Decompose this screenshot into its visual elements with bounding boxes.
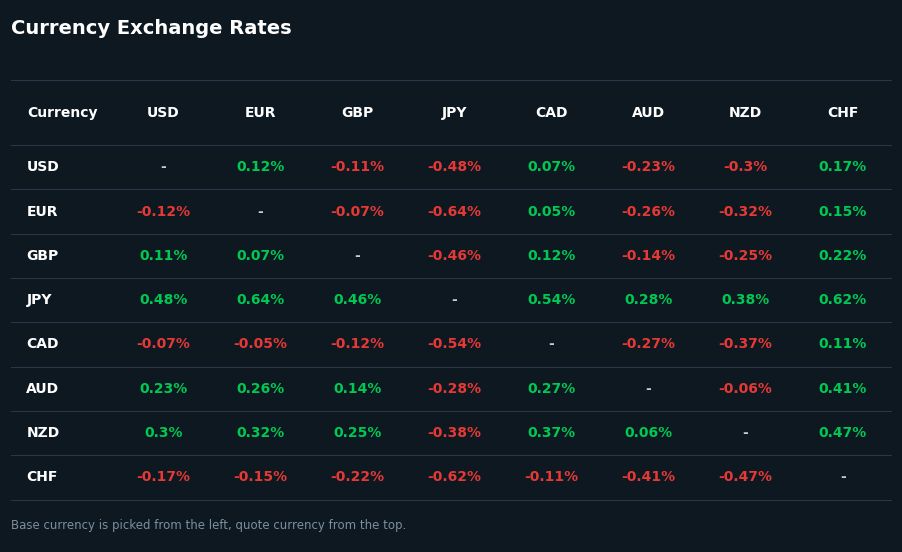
Text: 0.11%: 0.11% [139, 249, 188, 263]
Text: GBP: GBP [341, 105, 373, 120]
Text: 0.41%: 0.41% [818, 382, 867, 396]
Text: 0.48%: 0.48% [139, 293, 188, 307]
Text: -: - [452, 293, 457, 307]
Text: -0.17%: -0.17% [136, 470, 190, 485]
Text: -0.46%: -0.46% [428, 249, 482, 263]
Text: -0.25%: -0.25% [719, 249, 773, 263]
Text: JPY: JPY [442, 105, 467, 120]
Text: -0.06%: -0.06% [719, 382, 772, 396]
Text: -0.64%: -0.64% [428, 205, 482, 219]
Text: -0.12%: -0.12% [136, 205, 190, 219]
Text: 0.64%: 0.64% [236, 293, 284, 307]
Text: -0.23%: -0.23% [621, 160, 676, 174]
Text: -0.26%: -0.26% [621, 205, 676, 219]
Text: 0.3%: 0.3% [144, 426, 182, 440]
Text: CAD: CAD [535, 105, 567, 120]
Text: -: - [257, 205, 263, 219]
Text: Base currency is picked from the left, quote currency from the top.: Base currency is picked from the left, q… [11, 519, 406, 532]
Text: EUR: EUR [26, 205, 58, 219]
Text: -: - [161, 160, 166, 174]
Text: -0.14%: -0.14% [621, 249, 676, 263]
Text: 0.28%: 0.28% [624, 293, 673, 307]
Text: 0.12%: 0.12% [236, 160, 284, 174]
Text: 0.11%: 0.11% [818, 337, 867, 352]
Text: AUD: AUD [632, 105, 665, 120]
Text: 0.22%: 0.22% [818, 249, 867, 263]
Text: -: - [742, 426, 749, 440]
Text: 0.15%: 0.15% [818, 205, 867, 219]
Text: -0.28%: -0.28% [428, 382, 482, 396]
Text: -0.07%: -0.07% [136, 337, 190, 352]
Text: 0.07%: 0.07% [236, 249, 284, 263]
Text: -0.3%: -0.3% [723, 160, 768, 174]
Text: -: - [840, 470, 845, 485]
Text: USD: USD [26, 160, 60, 174]
Text: -0.62%: -0.62% [428, 470, 482, 485]
Text: 0.27%: 0.27% [528, 382, 575, 396]
Text: -0.05%: -0.05% [234, 337, 288, 352]
Text: -0.38%: -0.38% [428, 426, 482, 440]
Text: -0.48%: -0.48% [428, 160, 482, 174]
Text: 0.06%: 0.06% [624, 426, 673, 440]
Text: USD: USD [147, 105, 179, 120]
Text: CHF: CHF [827, 105, 859, 120]
Text: -0.11%: -0.11% [330, 160, 384, 174]
Text: CHF: CHF [26, 470, 58, 485]
Text: 0.25%: 0.25% [333, 426, 382, 440]
Text: NZD: NZD [729, 105, 762, 120]
Text: -0.32%: -0.32% [719, 205, 773, 219]
Text: Currency: Currency [28, 105, 98, 120]
Text: -0.37%: -0.37% [719, 337, 772, 352]
Text: -0.41%: -0.41% [621, 470, 676, 485]
Text: -0.47%: -0.47% [719, 470, 773, 485]
Text: 0.38%: 0.38% [722, 293, 769, 307]
Text: -: - [646, 382, 651, 396]
Text: -: - [548, 337, 555, 352]
Text: JPY: JPY [26, 293, 52, 307]
Text: 0.46%: 0.46% [333, 293, 382, 307]
Text: Currency Exchange Rates: Currency Exchange Rates [11, 19, 291, 38]
Text: 0.23%: 0.23% [139, 382, 188, 396]
Text: 0.37%: 0.37% [528, 426, 575, 440]
Text: 0.47%: 0.47% [818, 426, 867, 440]
Text: 0.05%: 0.05% [528, 205, 575, 219]
Text: 0.12%: 0.12% [528, 249, 575, 263]
Text: 0.26%: 0.26% [236, 382, 284, 396]
Text: -0.07%: -0.07% [330, 205, 384, 219]
Text: 0.62%: 0.62% [818, 293, 867, 307]
Text: 0.32%: 0.32% [236, 426, 284, 440]
Text: -0.54%: -0.54% [428, 337, 482, 352]
Text: -0.15%: -0.15% [234, 470, 288, 485]
Text: -0.27%: -0.27% [621, 337, 676, 352]
Text: 0.54%: 0.54% [528, 293, 575, 307]
Text: -0.11%: -0.11% [524, 470, 578, 485]
Text: GBP: GBP [26, 249, 59, 263]
Text: CAD: CAD [26, 337, 59, 352]
Text: -0.22%: -0.22% [330, 470, 384, 485]
Text: AUD: AUD [26, 382, 60, 396]
Text: EUR: EUR [244, 105, 276, 120]
Text: -0.12%: -0.12% [330, 337, 384, 352]
Text: -: - [354, 249, 360, 263]
Text: NZD: NZD [26, 426, 60, 440]
Text: 0.07%: 0.07% [528, 160, 575, 174]
Text: 0.17%: 0.17% [818, 160, 867, 174]
Text: 0.14%: 0.14% [333, 382, 382, 396]
